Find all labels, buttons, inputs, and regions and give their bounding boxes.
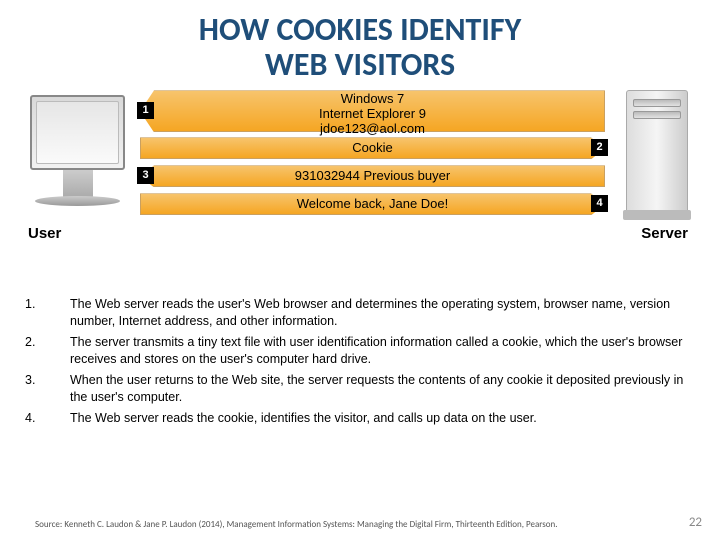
arrow-bar: Windows 7Internet Explorer 9jdoe123@aol.… (140, 90, 605, 132)
arrow-bar: 931032944 Previous buyer3 (140, 165, 605, 187)
description-number: 4. (25, 410, 70, 427)
server-label: Server (641, 225, 688, 242)
slide-title: HOW COOKIES IDENTIFY WEB VISITORS (0, 0, 720, 90)
step-badge: 1 (137, 102, 154, 119)
page-number: 22 (689, 515, 702, 530)
step-descriptions: 1.The Web server reads the user's Web br… (25, 296, 695, 426)
description-number: 3. (25, 372, 70, 406)
cookie-diagram: User Server Windows 7Internet Explorer 9… (10, 90, 710, 290)
arrow-bar: Welcome back, Jane Doe!4 (140, 193, 605, 215)
description-text: The server transmits a tiny text file wi… (70, 334, 695, 368)
description-text: The Web server reads the cookie, identif… (70, 410, 695, 427)
description-row: 1.The Web server reads the user's Web br… (25, 296, 695, 330)
description-row: 2.The server transmits a tiny text file … (25, 334, 695, 368)
arrow-text: Windows 7Internet Explorer 9jdoe123@aol.… (140, 90, 605, 139)
title-line2: WEB VISITORS (265, 45, 455, 84)
description-text: The Web server reads the user's Web brow… (70, 296, 695, 330)
description-number: 1. (25, 296, 70, 330)
arrow-text: Welcome back, Jane Doe! (140, 193, 605, 215)
arrow-bars: Windows 7Internet Explorer 9jdoe123@aol.… (140, 90, 605, 221)
source-citation: Source: Kenneth C. Laudon & Jane P. Laud… (35, 519, 685, 530)
title-line1: HOW COOKIES IDENTIFY (199, 10, 521, 49)
step-badge: 2 (591, 139, 608, 156)
arrow-bar: Cookie2 (140, 137, 605, 159)
description-row: 4.The Web server reads the cookie, ident… (25, 410, 695, 427)
step-badge: 4 (591, 195, 608, 212)
description-row: 3.When the user returns to the Web site,… (25, 372, 695, 406)
step-badge: 3 (137, 167, 154, 184)
arrow-text: Cookie (140, 137, 605, 159)
arrow-text: 931032944 Previous buyer (140, 165, 605, 187)
user-computer-icon (30, 95, 125, 206)
description-text: When the user returns to the Web site, t… (70, 372, 695, 406)
description-number: 2. (25, 334, 70, 368)
server-icon (626, 90, 688, 215)
user-label: User (28, 225, 61, 242)
